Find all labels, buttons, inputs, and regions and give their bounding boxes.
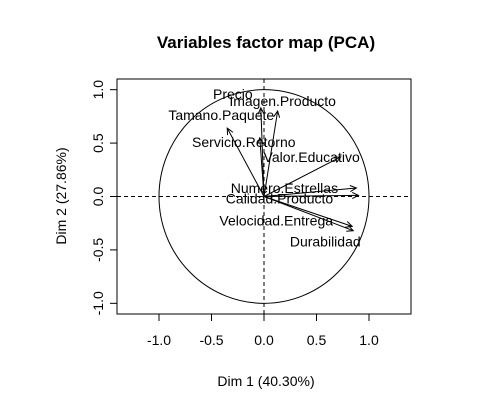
x-tick-label: -0.5 (199, 332, 223, 348)
y-tick-label: -0.5 (90, 238, 106, 262)
variable-label: Velocidad.Entrega (219, 212, 333, 228)
y-axis-ticks: -1.0 -0.5 0.0 0.5 1.0 (90, 80, 117, 316)
variable-label: Servicio.Retorno (192, 134, 296, 150)
x-tick-label: -1.0 (147, 332, 171, 348)
y-tick-label: -1.0 (90, 291, 106, 315)
variable-label: Calidad.Producto (226, 190, 334, 206)
x-tick-label: 0.5 (307, 332, 327, 348)
x-tick-label: 0.0 (254, 332, 274, 348)
x-axis-label: Dim 1 (40.30%) (217, 373, 314, 389)
y-tick-label: 0.5 (90, 133, 106, 153)
variable-label: Tamano.Paquete (168, 107, 274, 123)
variable-label: Durabilidad (290, 234, 361, 250)
variable-label: Valor.Educativo (264, 149, 360, 165)
chart-title: Variables factor map (PCA) (157, 33, 375, 52)
y-axis-label: Dim 2 (27.86%) (53, 147, 69, 244)
x-tick-label: 1.0 (359, 332, 379, 348)
y-tick-label: 0.0 (90, 187, 106, 207)
y-tick-label: 1.0 (90, 80, 106, 100)
variable-labels: PrecioImagen.ProductoTamano.PaqueteServi… (168, 86, 360, 250)
x-axis-ticks: -1.0 -0.5 0.0 0.5 1.0 (147, 314, 379, 348)
